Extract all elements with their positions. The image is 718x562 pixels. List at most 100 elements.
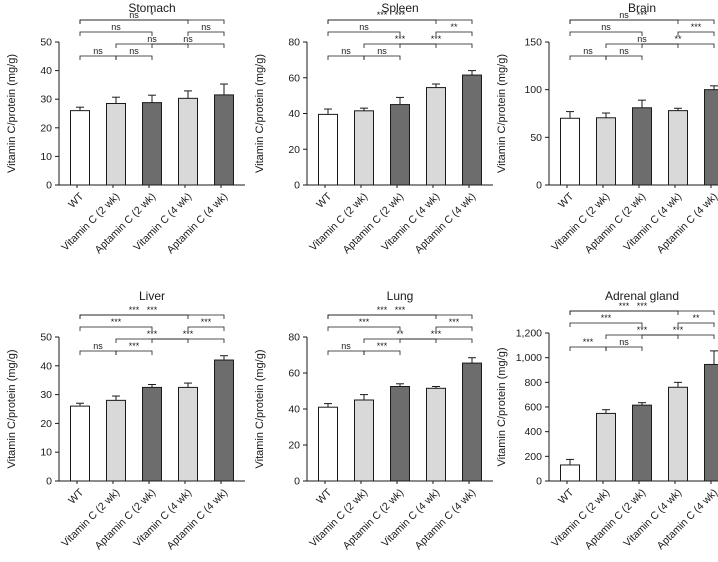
bracket-line — [187, 31, 225, 36]
significance-label: *** — [395, 10, 406, 20]
bracket-line — [327, 314, 437, 319]
bar — [668, 386, 688, 482]
bar — [354, 399, 374, 482]
significance-bracket: *** — [79, 305, 189, 319]
bracket-line — [569, 310, 679, 315]
significance-label: *** — [377, 341, 388, 351]
significance-label: *** — [431, 329, 442, 339]
significance-label: *** — [449, 317, 460, 327]
bracket-line — [327, 19, 437, 24]
y-tick-label: 20 — [288, 440, 300, 452]
y-tick-label: 400 — [524, 426, 542, 438]
significance-bracket: ** — [435, 22, 473, 36]
chart-panel-stomach: Stomach Vitamin C/protein (mg/g) 0 10 20 30 40… — [6, 1, 245, 256]
bracket-line — [677, 31, 715, 36]
bar — [704, 89, 718, 186]
bracket-line — [569, 55, 607, 60]
significance-label: ns — [601, 22, 611, 32]
bar — [214, 359, 234, 482]
y-tick-label: 0 — [46, 180, 52, 192]
bar — [632, 107, 652, 186]
bracket-line — [115, 55, 153, 60]
bracket-line — [79, 350, 117, 355]
y-tick-label: 800 — [524, 377, 542, 389]
bracket-line — [605, 43, 679, 48]
significance-label: ** — [450, 22, 458, 32]
bar — [354, 110, 374, 186]
chart-title: Brain — [628, 1, 656, 15]
significance-label: ns — [359, 22, 369, 32]
significance-label: ns — [619, 10, 629, 20]
bracket-line — [605, 55, 643, 60]
significance-bracket: *** — [187, 317, 225, 331]
significance-bracket: *** — [569, 313, 643, 327]
significance-bracket: ns — [569, 46, 607, 60]
significance-label: *** — [377, 10, 388, 20]
y-tick-label: 30 — [40, 94, 52, 106]
significance-label: *** — [201, 317, 212, 327]
bracket-line — [79, 31, 153, 36]
significance-label: * — [150, 10, 154, 20]
significance-bracket: ns — [569, 22, 643, 36]
bar — [178, 97, 198, 186]
x-tick-label: WT — [66, 486, 86, 506]
y-tick-label: 50 — [40, 37, 52, 49]
x-tick-label: WT — [314, 486, 334, 506]
bar — [106, 102, 126, 186]
chart-title: Spleen — [381, 1, 418, 15]
significance-bracket: *** — [569, 301, 679, 315]
y-tick-label: 1,000 — [516, 352, 542, 364]
y-tick-label: 0 — [536, 476, 542, 488]
bar — [462, 362, 482, 482]
y-tick-label: 10 — [40, 447, 52, 459]
bar — [596, 117, 616, 186]
bracket-line — [327, 326, 401, 331]
bar — [142, 102, 162, 186]
y-tick-label: 80 — [288, 332, 300, 344]
significance-label: ns — [341, 341, 351, 351]
significance-bracket: ns — [569, 10, 679, 24]
significance-bracket: *** — [327, 317, 401, 331]
significance-label: *** — [619, 301, 630, 311]
y-tick-label: 0 — [294, 476, 300, 488]
bar — [462, 74, 482, 186]
y-tick-label: 80 — [288, 37, 300, 49]
bar — [390, 386, 410, 482]
x-tick-label: WT — [314, 190, 334, 210]
significance-label: ns — [147, 34, 157, 44]
y-tick-label: 200 — [524, 451, 542, 463]
y-tick-label: 40 — [288, 108, 300, 120]
bracket-line — [569, 19, 679, 24]
bar — [596, 412, 616, 482]
y-tick-label: 50 — [530, 132, 542, 144]
y-tick-label: 60 — [288, 72, 300, 84]
chart-panel-spleen: Spleen Vitamin C/protein (mg/g) 0 20 40 60 80 W… — [254, 1, 493, 256]
bracket-line — [115, 43, 189, 48]
x-tick-label: Aptamin C (4 wk) — [655, 487, 718, 552]
significance-bracket: *** — [569, 337, 607, 351]
significance-bracket: ns — [115, 46, 153, 60]
y-tick-label: 40 — [40, 360, 52, 372]
significance-bracket: ns — [79, 10, 189, 24]
bracket-line — [605, 346, 643, 351]
bracket-line — [79, 314, 189, 319]
chart-title: Stomach — [128, 1, 175, 15]
significance-label: ns — [129, 46, 139, 56]
significance-label: ns — [583, 46, 593, 56]
significance-label: ns — [93, 341, 103, 351]
bracket-line — [187, 326, 225, 331]
x-tick-label: WT — [556, 190, 576, 210]
bracket-line — [435, 326, 473, 331]
y-tick-label: 1,200 — [516, 328, 542, 340]
y-tick-label: 150 — [524, 37, 542, 49]
bracket-line — [327, 55, 365, 60]
significance-bracket: *** — [327, 305, 437, 319]
significance-bracket: *** — [79, 317, 153, 331]
bar — [390, 104, 410, 186]
significance-label: *** — [147, 305, 158, 315]
significance-label: *** — [637, 10, 648, 20]
y-tick-label: 40 — [288, 404, 300, 416]
significance-bracket: ns — [79, 22, 153, 36]
significance-bracket: ns — [605, 46, 643, 60]
bar — [704, 363, 718, 482]
